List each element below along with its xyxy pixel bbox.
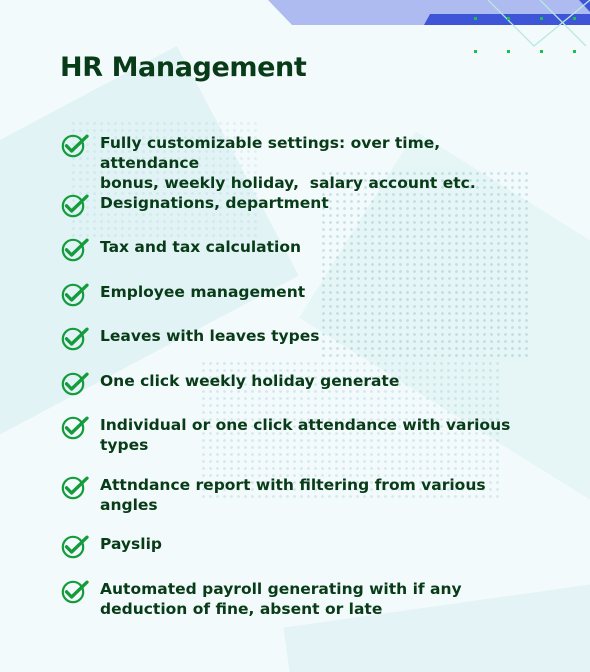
feature-label: Employee management xyxy=(100,283,306,301)
check-circle-icon xyxy=(60,280,90,310)
feature-label: Attndance report with filtering from var… xyxy=(100,476,486,514)
top-decoration xyxy=(0,0,590,60)
check-circle-icon xyxy=(60,473,90,503)
check-circle-icon xyxy=(60,324,90,354)
feature-label: Designations, department xyxy=(100,194,329,212)
check-circle-icon xyxy=(60,413,90,443)
page-title: HR Management xyxy=(60,52,307,83)
feature-label: Leaves with leaves types xyxy=(100,327,320,345)
feature-label: One click weekly holiday generate xyxy=(100,372,400,390)
check-circle-icon xyxy=(60,532,90,562)
feature-label: Fully customizable settings: over time, … xyxy=(100,134,476,192)
feature-label: Tax and tax calculation xyxy=(100,238,302,256)
feature-label: Individual or one click attendance with … xyxy=(100,416,511,454)
check-circle-icon xyxy=(60,235,90,265)
feature-label: Payslip xyxy=(100,535,162,553)
check-circle-icon xyxy=(60,577,90,607)
check-circle-icon xyxy=(60,369,90,399)
check-circle-icon xyxy=(60,191,90,221)
feature-label: Automated payroll generating with if any… xyxy=(100,580,462,618)
check-circle-icon xyxy=(60,131,90,161)
